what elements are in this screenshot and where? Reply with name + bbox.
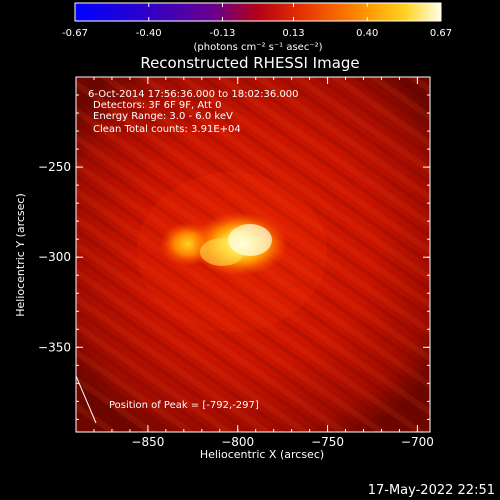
colorbar-tick-label: -0.13	[210, 28, 236, 39]
colorbar	[74, 2, 442, 22]
heatmap-image	[76, 77, 430, 432]
colorbar-tick-label: 0.67	[430, 28, 452, 39]
info-line-counts: Clean Total counts: 3.91E+04	[93, 124, 241, 135]
colorbar-tick-label: 0.13	[282, 28, 304, 39]
chart-title: Reconstructed RHESSI Image	[140, 54, 359, 72]
colorbar-tick-label: -0.40	[136, 28, 162, 39]
info-line-detectors: Detectors: 3F 6F 9F, Att 0	[93, 100, 221, 111]
solar-limb	[75, 375, 97, 424]
colorbar-units: (photons cm⁻² s⁻¹ asec⁻²)	[193, 42, 322, 53]
footer-timestamp: 17-May-2022 22:51	[368, 483, 495, 498]
plot-frame	[75, 76, 431, 433]
peak-label: Position of Peak = [-792,-297]	[109, 400, 259, 411]
colorbar-ticks: -0.67 -0.40 -0.13 0.13 0.40 0.67	[62, 3, 452, 39]
info-line-energy: Energy Range: 3.0 - 6.0 keV	[93, 111, 233, 122]
y-tick-label: −250	[38, 160, 71, 174]
x-tick-label: −700	[401, 435, 434, 449]
colorbar-tick-label: -0.67	[62, 28, 88, 39]
x-axis-label: Heliocentric X (arcsec)	[200, 448, 324, 461]
y-axis-label: Heliocentric Y (arcsec)	[14, 193, 27, 317]
axes: −850 −800 −750 −700 −350 −300 −250	[38, 76, 434, 449]
x-tick-label: −750	[311, 435, 344, 449]
info-line-time: 6-Oct-2014 17:56:36.000 to 18:02:36.000	[88, 89, 299, 100]
x-tick-label: −850	[131, 435, 164, 449]
colorbar-tick-label: 0.40	[356, 28, 378, 39]
y-tick-label: −350	[38, 340, 71, 354]
x-tick-label: −800	[221, 435, 254, 449]
y-tick-label: −300	[38, 250, 71, 264]
